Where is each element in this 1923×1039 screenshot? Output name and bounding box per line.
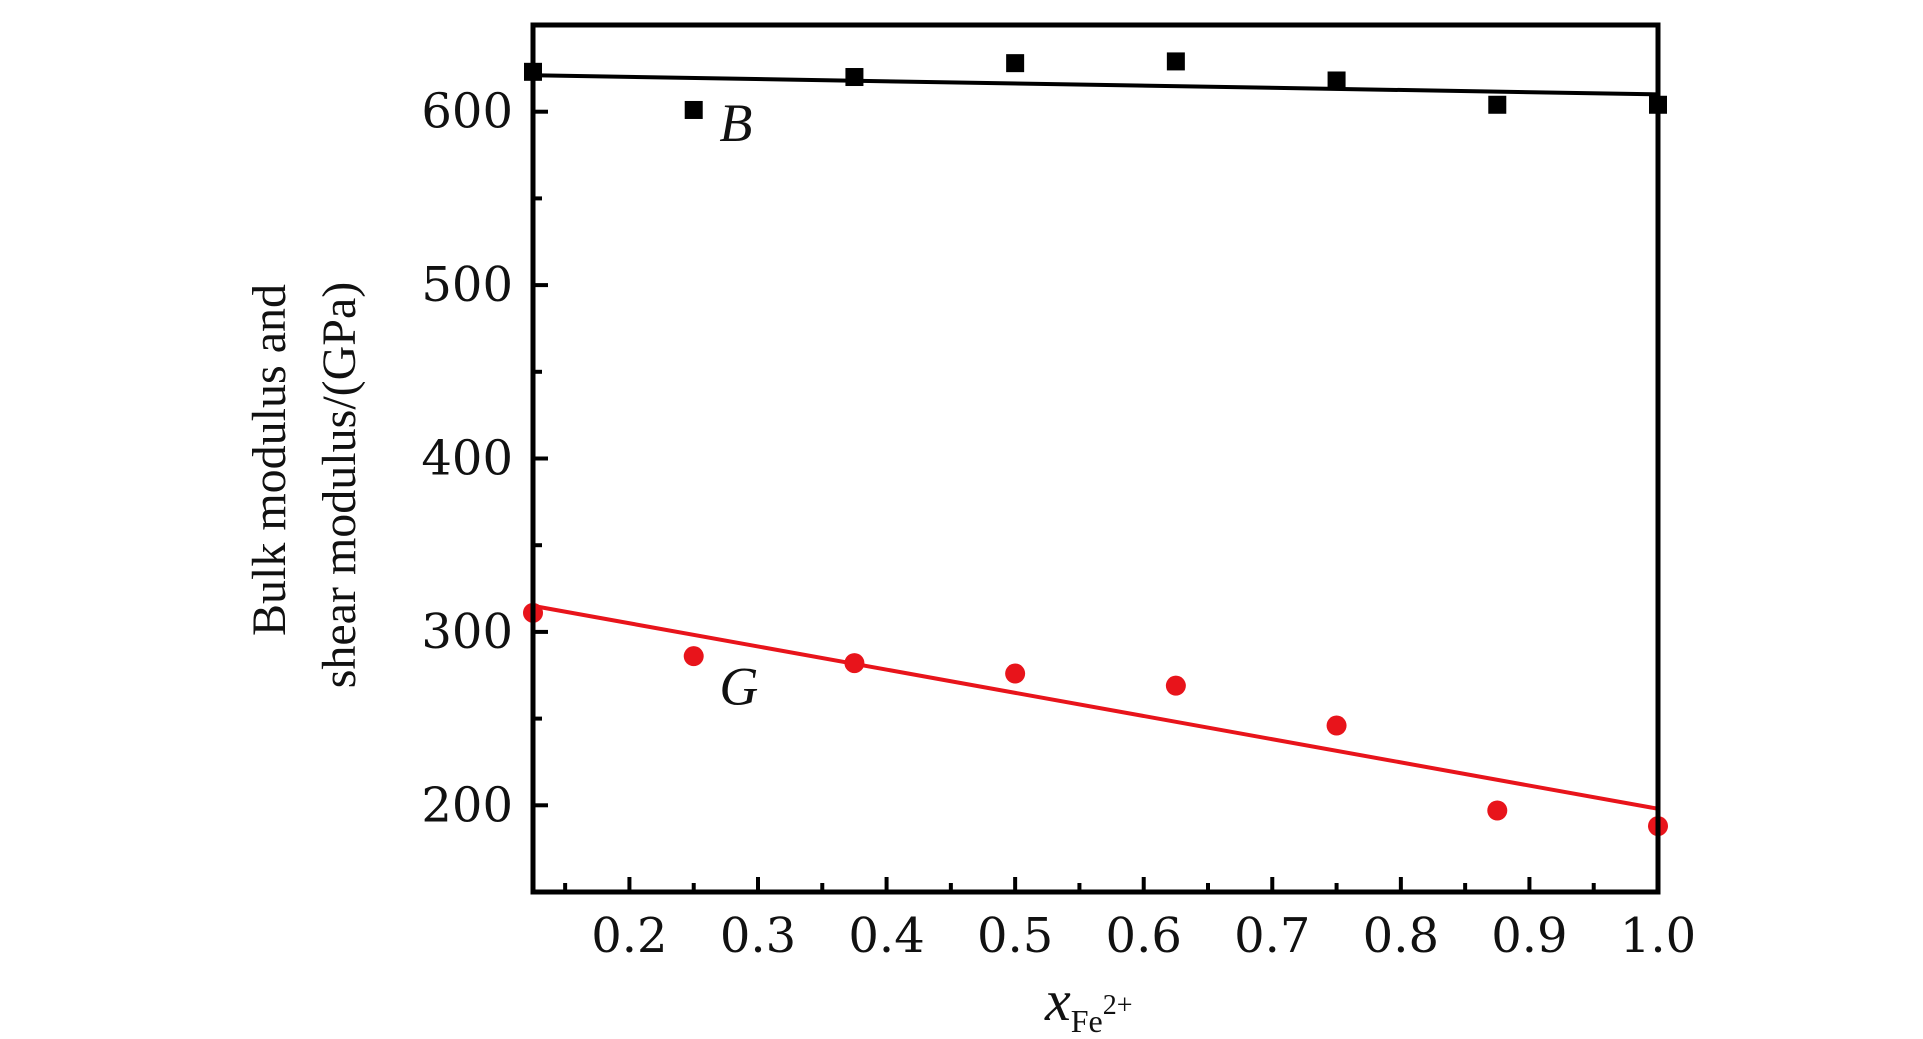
x-tick-label: 0.8 [1363, 908, 1439, 964]
y-tick-label: 600 [421, 84, 513, 140]
point-B [1006, 54, 1025, 73]
point-B [684, 100, 703, 119]
x-tick-label: 0.6 [1106, 908, 1182, 964]
y-tick-label: 300 [421, 604, 513, 660]
series-label-B: B [719, 93, 752, 153]
point-G [1487, 800, 1508, 821]
fit-line-B [532, 73, 1659, 97]
point-B [1488, 95, 1507, 114]
y-tick-label: 200 [421, 777, 513, 833]
x-tick-label: 0.3 [720, 908, 796, 964]
y-tick-label: 400 [421, 431, 513, 487]
x-tick-label: 0.4 [848, 908, 924, 964]
labels: 0.2 0.3 0.4 0.5 0.6 0.7 0.8 0.9 1.0 200 300 400 500 6… [421, 84, 1696, 964]
x-tick-label: 0.9 [1491, 908, 1567, 964]
x-tick-label: 1.0 [1620, 908, 1696, 964]
data-points [523, 52, 1668, 837]
x-tick-label: 0.2 [591, 908, 667, 964]
point-G [1165, 675, 1186, 696]
x-tick-label: 0.7 [1234, 908, 1310, 964]
tick-marks [533, 109, 1660, 892]
point-B [1166, 52, 1185, 71]
fit-line-G [532, 603, 1659, 811]
x-tick-label: 0.5 [977, 908, 1053, 964]
x-axis-label-superscript: 2+ [1103, 990, 1133, 1021]
point-B [845, 68, 864, 87]
y-axis-label-line-2: shear modulus/(GPa) [313, 282, 366, 689]
x-axis-label-main: x [1044, 968, 1071, 1033]
y-tick-label: 500 [421, 257, 513, 313]
y-axis-label-line-1: Bulk modulus and [243, 284, 296, 636]
plot-frame [530, 22, 1661, 895]
x-axis-label: xFe2+ [1044, 968, 1133, 1039]
point-G [1326, 715, 1347, 736]
fit-lines [532, 73, 1659, 811]
series-label-G: G [719, 657, 758, 717]
point-G [1005, 663, 1026, 684]
point-G [683, 646, 704, 667]
point-G [844, 653, 865, 674]
point-B [1327, 71, 1346, 90]
x-axis-label-subscript: Fe [1071, 1003, 1103, 1039]
